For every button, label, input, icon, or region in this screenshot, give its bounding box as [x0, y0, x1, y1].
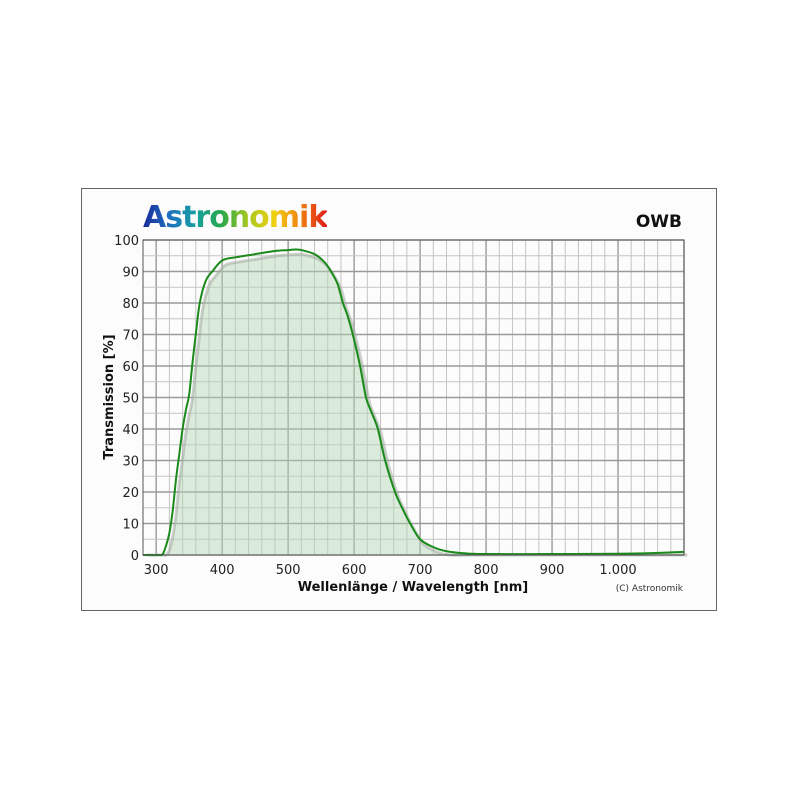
x-tick-label: 600: [342, 563, 367, 578]
y-tick-label: 50: [122, 392, 139, 407]
transmission-line: [142, 248, 685, 557]
transmission-fill: [143, 254, 688, 556]
y-tick-label: 80: [122, 297, 139, 312]
y-tick-label: 40: [122, 423, 139, 438]
y-axis-label: Transmission [%]: [102, 334, 117, 459]
x-tick-label: 300: [144, 563, 169, 578]
y-tick-label: 100: [114, 234, 139, 249]
filter-name: OWB: [635, 212, 682, 232]
x-axis-label: Wellenlänge / Wavelength [nm]: [298, 580, 529, 595]
x-tick-label: 900: [540, 563, 565, 578]
transmission-shadow-line: [146, 252, 688, 557]
y-tick-label: 30: [122, 455, 139, 470]
y-tick-label: 90: [122, 266, 139, 281]
y-tick-label: 0: [131, 549, 139, 564]
y-tick-label: 70: [122, 329, 139, 344]
astronomik-logo: Astronomik: [143, 200, 328, 235]
x-tick-label: 800: [474, 563, 499, 578]
x-tick-label: 500: [276, 563, 301, 578]
chart-frame: [81, 188, 717, 611]
x-tick-label: 700: [408, 563, 433, 578]
x-tick-label: 400: [210, 563, 235, 578]
y-tick-label: 10: [122, 518, 139, 533]
x-tick-label: 1.000: [599, 563, 636, 578]
plot-border: [142, 239, 685, 556]
y-tick-label: 20: [122, 486, 139, 501]
copyright: (C) Astronomik: [616, 584, 684, 594]
y-tick-label: 60: [122, 360, 139, 375]
